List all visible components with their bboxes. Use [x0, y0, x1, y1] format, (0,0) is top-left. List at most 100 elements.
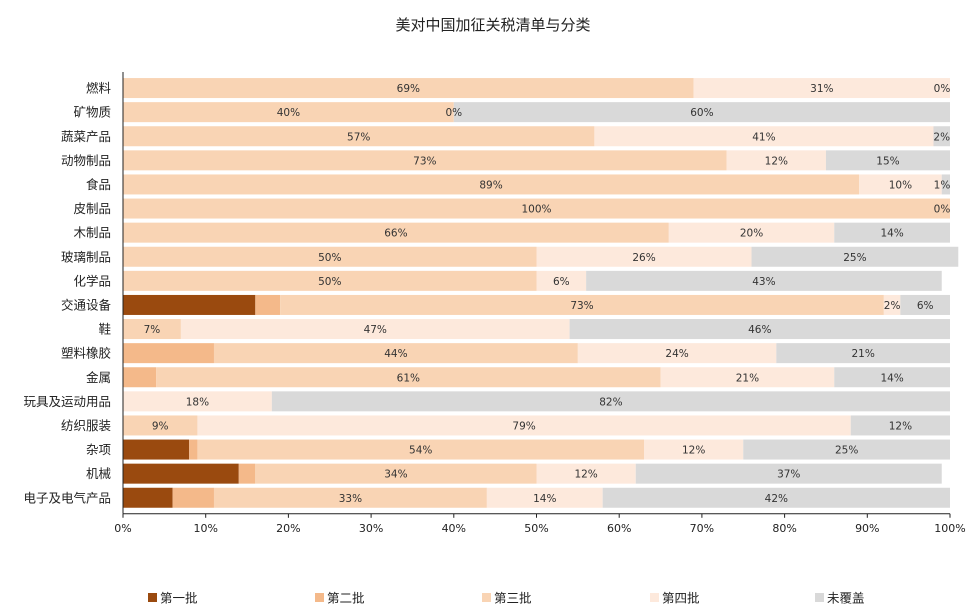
bar-segment	[577, 343, 777, 364]
bar-segment	[123, 222, 669, 243]
data-label: 69%	[397, 83, 420, 95]
bar-segment	[123, 294, 256, 315]
bar-segment	[834, 222, 950, 243]
category-label: 矿物质	[73, 105, 111, 120]
bar-segment	[156, 367, 661, 388]
category-label: 燃料	[86, 81, 112, 96]
bar-segment	[660, 367, 835, 388]
bar-segment	[850, 415, 950, 436]
legend-swatch	[482, 593, 491, 602]
category-label: 化学品	[73, 273, 111, 288]
data-label: 0%	[445, 107, 462, 119]
data-label: 66%	[384, 228, 407, 240]
data-label: 14%	[880, 228, 903, 240]
category-label: 食品	[86, 177, 111, 192]
category-label: 塑料橡胶	[61, 346, 111, 361]
data-label: 31%	[810, 83, 833, 95]
bar-segment	[586, 270, 942, 291]
legend-label: 第一批	[160, 591, 198, 606]
bar-segment	[859, 174, 942, 195]
bar-segment	[900, 294, 950, 315]
category-label: 鞋	[98, 322, 111, 337]
data-label: 82%	[599, 396, 622, 408]
bar-segment	[180, 319, 570, 340]
data-label: 60%	[690, 107, 713, 119]
data-labels-layer: 69% 31% 0% 40% 0% 60% 57% 41% 2% 73% 12% 15% 89% 10% 1…	[144, 83, 951, 505]
x-tick-label: 40%	[442, 522, 466, 535]
bar-segment	[569, 319, 950, 340]
bar-segment	[123, 343, 214, 364]
data-label: 100%	[521, 204, 551, 216]
data-label: 50%	[318, 252, 341, 264]
data-label: 73%	[413, 155, 436, 167]
bar-segment	[751, 246, 959, 267]
bar-segment	[726, 150, 826, 171]
data-label: 34%	[384, 469, 407, 481]
legend-swatch	[650, 593, 659, 602]
category-label: 机械	[86, 466, 112, 481]
category-label: 杂项	[86, 442, 111, 457]
bar-segment	[536, 246, 752, 267]
legend: 第一批 第二批 第三批 第四批 未覆盖	[148, 591, 865, 606]
data-label: 42%	[765, 493, 788, 505]
bar-segment	[197, 439, 645, 460]
bar-segment	[213, 487, 487, 508]
data-label: 12%	[765, 155, 788, 167]
data-label: 20%	[740, 228, 763, 240]
data-label: 2%	[933, 131, 950, 143]
category-label: 玩具及运动用品	[23, 394, 111, 409]
x-tick-label: 50%	[524, 522, 548, 535]
x-tick-label: 90%	[855, 522, 879, 535]
legend-swatch	[148, 593, 157, 602]
bar-segment	[825, 150, 950, 171]
legend-item: 未覆盖	[815, 591, 865, 606]
chart-title: 美对中国加征关税清单与分类	[395, 16, 590, 34]
x-tick-label: 10%	[193, 522, 217, 535]
bar-segment	[693, 78, 950, 99]
legend-label: 第二批	[327, 591, 365, 606]
data-label: 54%	[409, 445, 432, 457]
bar-segment	[453, 102, 950, 123]
legend-item: 第一批	[148, 591, 198, 606]
category-label: 蔬菜产品	[61, 129, 111, 144]
bar-segment	[933, 126, 950, 147]
bar-segment	[635, 463, 942, 484]
data-label: 0%	[934, 83, 951, 95]
category-label: 皮制品	[73, 201, 111, 216]
x-tick-label: 100%	[934, 522, 965, 535]
data-label: 25%	[843, 252, 866, 264]
bar-segment	[644, 439, 744, 460]
data-label: 14%	[533, 493, 556, 505]
bar-segment	[536, 463, 636, 484]
bar-segment	[123, 102, 454, 123]
data-label: 24%	[665, 348, 688, 360]
data-label: 14%	[880, 372, 903, 384]
legend-item: 第二批	[315, 591, 365, 606]
bar-segment	[123, 367, 157, 388]
bar-segment	[123, 174, 860, 195]
bar-segment	[123, 487, 173, 508]
bar-segment	[123, 150, 727, 171]
bar-segment	[776, 343, 950, 364]
legend-item: 第三批	[482, 591, 532, 606]
data-label: 47%	[364, 324, 387, 336]
data-label: 12%	[682, 445, 705, 457]
legend-label: 未覆盖	[827, 591, 865, 606]
category-label: 纺织服装	[61, 418, 111, 433]
bar-segment	[172, 487, 214, 508]
bar-segment	[123, 463, 239, 484]
bar-segment	[271, 391, 950, 412]
category-label: 交通设备	[61, 297, 112, 312]
data-label: 57%	[347, 131, 370, 143]
data-label: 10%	[889, 179, 912, 191]
bar-segment	[602, 487, 950, 508]
data-label: 0%	[934, 204, 951, 216]
data-label: 2%	[884, 300, 901, 312]
category-label: 动物制品	[61, 153, 111, 168]
bar-segment	[668, 222, 835, 243]
legend-item: 第四批	[650, 591, 700, 606]
data-label: 21%	[851, 348, 874, 360]
data-label: 7%	[144, 324, 161, 336]
bar-segment	[123, 415, 198, 436]
